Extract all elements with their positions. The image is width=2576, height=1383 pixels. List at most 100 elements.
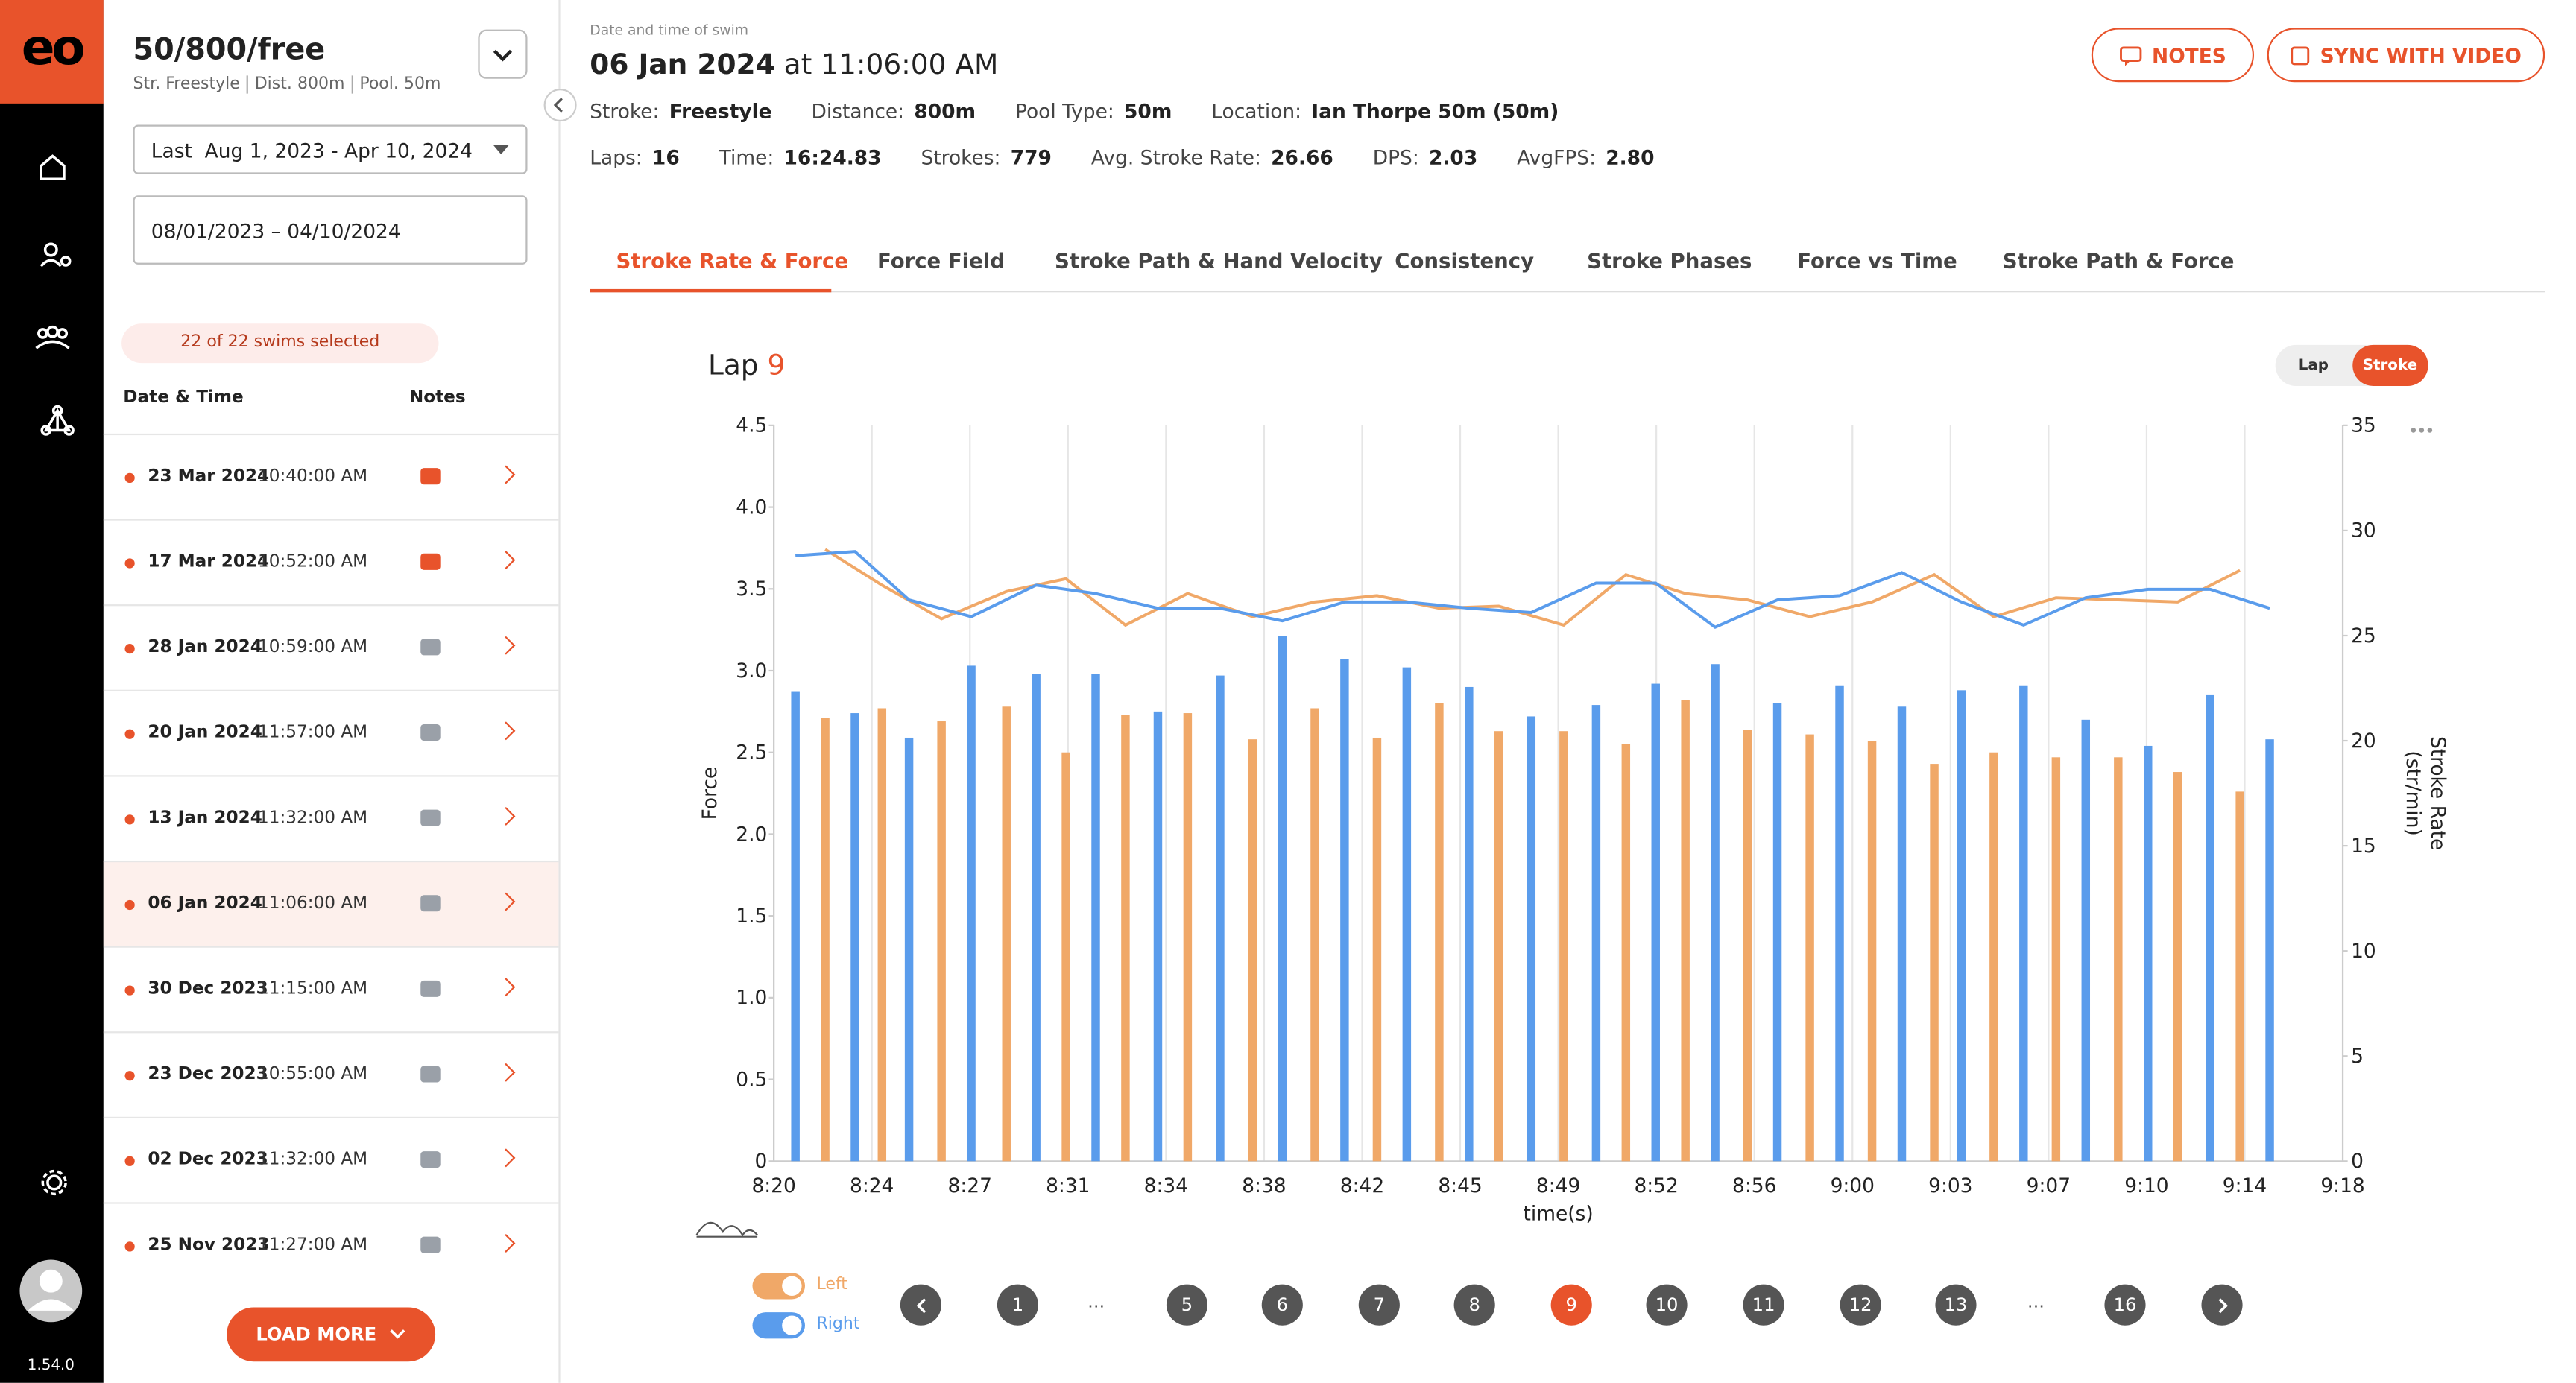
force-bar: [2051, 757, 2061, 1162]
force-bar: [1032, 674, 1041, 1162]
status-dot: [124, 644, 135, 654]
force-bar: [1091, 674, 1100, 1162]
x-tick-label: 8:24: [850, 1174, 894, 1197]
force-bar: [1402, 667, 1412, 1162]
note-icon[interactable]: [420, 553, 441, 570]
swim-date: 06 Jan 2024: [590, 49, 775, 83]
swim-panel: 50/800/free Str. Freestyle Dist. 800m Pool…: [103, 0, 561, 1383]
page-arrow[interactable]: [900, 1284, 941, 1326]
swim-row[interactable]: 06 Jan 2024 11:06:00 AM: [103, 860, 559, 946]
stat: Strokes: 779: [921, 146, 1052, 169]
page-button[interactable]: 10: [1646, 1284, 1688, 1326]
page-button[interactable]: 5: [1166, 1284, 1208, 1326]
x-tick-label: 8:45: [1438, 1174, 1482, 1197]
y-tick-label: 3.0: [736, 659, 767, 683]
page-button[interactable]: 8: [1453, 1284, 1495, 1326]
swim-row[interactable]: 28 Jan 2024 10:59:00 AM: [103, 604, 559, 690]
stat: Laps: 16: [590, 146, 679, 169]
x-tick-label: 8:56: [1732, 1174, 1776, 1197]
page-arrow[interactable]: [2201, 1284, 2243, 1326]
status-dot: [124, 814, 135, 825]
x-tick-label: 9:00: [1831, 1174, 1875, 1197]
force-bar: [1867, 741, 1877, 1162]
page-button[interactable]: 1: [997, 1284, 1038, 1326]
toggle-knob: [782, 1276, 802, 1297]
swim-date: 28 Jan 2024: [148, 637, 262, 657]
logo[interactable]: eo: [0, 0, 104, 104]
swim-date: 25 Nov 2023: [148, 1235, 270, 1255]
settings-icon[interactable]: [46, 1174, 63, 1191]
collapse-dropdown[interactable]: [478, 29, 528, 79]
force-bar: [1216, 675, 1225, 1162]
tab[interactable]: Stroke Rate & Force: [616, 247, 849, 273]
view-option[interactable]: Lap: [2298, 357, 2329, 374]
stat-value: 779: [1010, 146, 1052, 170]
x-tick-label: 8:49: [1536, 1174, 1580, 1197]
y-axis-title: Force: [698, 767, 722, 820]
note-icon[interactable]: [420, 895, 441, 912]
y-tick-label: 2.5: [736, 741, 767, 765]
tab[interactable]: Stroke Phases: [1587, 247, 1752, 273]
swim-date: 13 Jan 2024: [148, 808, 262, 828]
view-option[interactable]: Stroke: [2352, 344, 2428, 386]
force-bar: [1805, 734, 1814, 1162]
note-icon[interactable]: [420, 980, 441, 997]
note-icon[interactable]: [420, 1151, 441, 1168]
swim-row[interactable]: 13 Jan 2024 11:32:00 AM: [103, 775, 559, 861]
tab[interactable]: Stroke Path & Force: [2002, 247, 2235, 273]
swim-row[interactable]: 02 Dec 2023 11:32:00 AM: [103, 1116, 559, 1203]
page-button[interactable]: 7: [1358, 1284, 1400, 1326]
swim-row[interactable]: 25 Nov 2023 11:27:00 AM: [103, 1202, 559, 1288]
note-icon[interactable]: [420, 468, 441, 485]
toggle-knob: [782, 1315, 802, 1335]
stroke-rate-line: [824, 548, 2241, 627]
y2-tick-label: 0: [2351, 1150, 2364, 1173]
page-button[interactable]: 9: [1550, 1284, 1592, 1326]
status-dot: [124, 729, 135, 739]
page-button[interactable]: 12: [1840, 1284, 1881, 1326]
page-button[interactable]: 13: [1935, 1284, 1977, 1326]
meta-item: Str. Freestyle: [133, 75, 240, 94]
note-icon[interactable]: [420, 1066, 441, 1083]
swim-row[interactable]: 20 Jan 2024 11:57:00 AM: [103, 689, 559, 776]
swim-row[interactable]: 23 Mar 2024 10:40:00 AM: [103, 433, 559, 519]
tab[interactable]: Force Field: [877, 247, 1005, 273]
series-toggle[interactable]: [752, 1312, 806, 1339]
note-icon[interactable]: [420, 1236, 441, 1253]
force-bar: [2019, 685, 2028, 1162]
load-more-button[interactable]: LOAD MORE: [227, 1307, 436, 1362]
series-toggle[interactable]: [752, 1273, 806, 1300]
note-icon[interactable]: [420, 639, 441, 656]
force-bar: [821, 718, 830, 1162]
swim-time: 11:15:00 AM: [258, 978, 368, 999]
tab[interactable]: Consistency: [1395, 247, 1535, 273]
panel-meta: Str. Freestyle Dist. 800m Pool. 50m: [133, 75, 441, 94]
collapse-panel[interactable]: [543, 89, 577, 122]
page-button[interactable]: 6: [1261, 1284, 1303, 1326]
range-select[interactable]: Last Aug 1, 2023 - Apr 10, 2024: [133, 124, 528, 174]
minimap-icon[interactable]: [695, 1221, 758, 1238]
coach-icon[interactable]: [43, 242, 58, 257]
sync-video-button[interactable]: SYNC WITH VIDEO: [2267, 28, 2545, 83]
home-icon[interactable]: [40, 154, 66, 181]
tab[interactable]: Stroke Path & Hand Velocity: [1055, 247, 1383, 273]
notes-button[interactable]: NOTES: [2091, 28, 2255, 83]
tab[interactable]: Force vs Time: [1797, 247, 1957, 273]
stat-label: Strokes:: [921, 146, 1001, 170]
force-bar: [1278, 636, 1287, 1162]
note-icon[interactable]: [420, 809, 441, 826]
stroke-rate-line: [795, 550, 2270, 629]
stat-label: Pool Type:: [1014, 100, 1114, 124]
page-button[interactable]: 16: [2104, 1284, 2146, 1326]
stat-value: 2.80: [1606, 146, 1655, 170]
swim-row[interactable]: 17 Mar 2024 10:52:00 AM: [103, 519, 559, 604]
swim-row[interactable]: 30 Dec 2023 11:15:00 AM: [103, 946, 559, 1032]
date-range-input[interactable]: 08/01/2023 – 04/10/2024: [133, 195, 528, 265]
x-tick-label: 9:18: [2320, 1174, 2364, 1197]
page-button[interactable]: 11: [1743, 1284, 1784, 1326]
swim-row[interactable]: 23 Dec 2023 10:55:00 AM: [103, 1031, 559, 1117]
note-icon[interactable]: [420, 724, 441, 741]
load-more-label: LOAD MORE: [256, 1323, 377, 1346]
